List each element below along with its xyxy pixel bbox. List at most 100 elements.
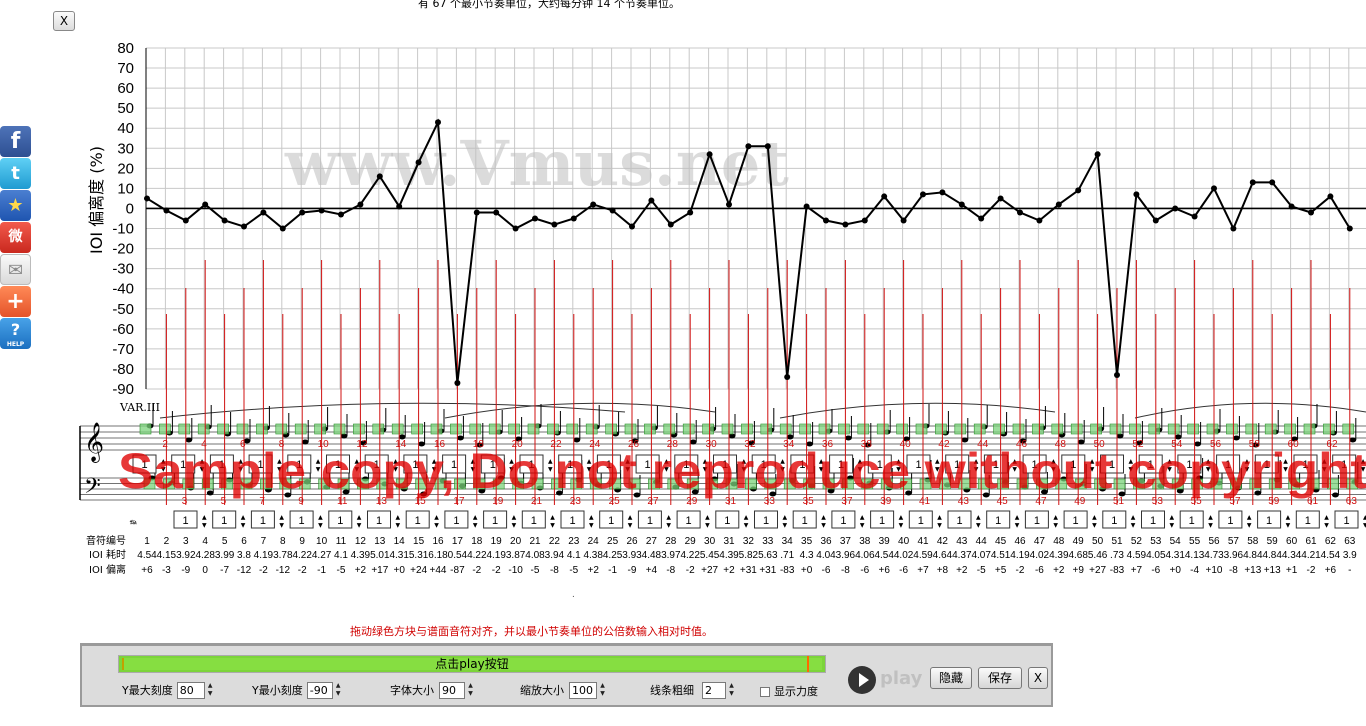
drag-handle (958, 478, 971, 490)
dot-mark: . (572, 589, 575, 600)
panel-close-button[interactable]: X (1028, 667, 1048, 689)
drag-handle (430, 423, 443, 435)
note-head (845, 435, 852, 441)
box-spinner-down: ▼ (241, 522, 246, 529)
note-number: 1 (144, 536, 150, 547)
hide-button[interactable]: 隐藏 (930, 667, 972, 689)
y-min-spinner[interactable]: ▲ ▼ (335, 682, 341, 697)
zoom-spinner[interactable]: ▲ ▼ (600, 682, 605, 697)
play-progress-bar[interactable]: 点击play按钮 (118, 655, 826, 673)
duration-box (132, 454, 157, 474)
ioi-time-value: 5.31 (409, 550, 429, 561)
note-number: 30 (704, 536, 716, 547)
drag-handle (997, 478, 1009, 490)
y-tick-label: 70 (117, 60, 134, 77)
drag-handle (1342, 423, 1355, 435)
y-min-input[interactable]: -90 (306, 682, 333, 699)
box-spinner-down: ▼ (819, 466, 824, 473)
close-top-button[interactable]: X (53, 11, 75, 31)
align-line-number: 6 (240, 439, 246, 450)
duration-value: 1 (260, 515, 266, 527)
zoom-control: 缩放大小 100 ▲ ▼ (520, 682, 607, 699)
line-width-input[interactable]: 2 (702, 682, 726, 699)
facebook-icon[interactable]: f (0, 126, 31, 157)
duration-value: 1 (877, 459, 883, 471)
duration-box (1024, 510, 1049, 529)
zoom-input[interactable]: 100 (569, 682, 597, 699)
ioi-dev-value: +1 (1286, 565, 1298, 576)
data-point (861, 217, 868, 224)
duration-box (870, 510, 895, 529)
help-icon[interactable]: ? HELP (0, 318, 31, 349)
duration-value: 1 (722, 459, 728, 471)
align-line-number: 32 (744, 439, 756, 450)
align-line-number: 5 (221, 496, 227, 507)
duration-value: 1 (492, 515, 498, 527)
drag-handle (201, 478, 214, 490)
drag-handle (1133, 478, 1145, 490)
box-spinner-up: ▲ (396, 514, 401, 521)
y-max-input[interactable]: 80 (176, 682, 205, 699)
duration-box (444, 510, 469, 529)
align-line-number: 38 (861, 439, 873, 450)
ioi-time-value: 5.01 (370, 550, 390, 561)
align-line-number: 54 (1171, 439, 1183, 450)
duration-value: 1 (412, 459, 418, 471)
ioi-dev-value: -2 (298, 565, 307, 576)
note-number: 47 (1034, 536, 1046, 547)
save-button[interactable]: 保存 (978, 667, 1022, 689)
box-spinner-down: ▼ (1245, 466, 1250, 473)
note-number: 46 (1014, 536, 1026, 547)
ioi-time-value: 4.34 (1282, 550, 1302, 561)
box-spinner-down: ▼ (434, 522, 439, 529)
more-plus-icon[interactable]: + (0, 286, 31, 317)
font-size-input[interactable]: 90 (439, 682, 465, 699)
data-point (241, 223, 247, 230)
duration-box (1061, 454, 1086, 474)
note-number: 45 (995, 536, 1007, 547)
ioi-time-value: 5.45 (700, 550, 720, 561)
duration-box (405, 510, 430, 529)
box-spinner-down: ▼ (1129, 466, 1134, 473)
font-size-spinner[interactable]: ▲ ▼ (468, 682, 473, 697)
line-width-spinner[interactable]: ▲ ▼ (729, 682, 734, 697)
drag-handle (527, 423, 540, 435)
play-label[interactable]: play (880, 668, 923, 689)
pedal-mark: 𝆮 (128, 517, 137, 531)
box-spinner-up: ▲ (434, 514, 439, 521)
duration-value: 1 (840, 515, 846, 527)
box-spinner-down: ▼ (705, 522, 710, 529)
box-spinner-up: ▲ (1208, 514, 1213, 521)
note-head (786, 434, 794, 440)
box-spinner-up: ▲ (432, 458, 437, 465)
data-point (221, 217, 228, 224)
box-spinner-down: ▼ (587, 466, 592, 473)
drag-handle (1327, 478, 1339, 490)
note-head (1019, 438, 1027, 444)
twitter-icon[interactable]: t (0, 158, 31, 189)
show-dynamics-checkbox[interactable] (760, 687, 770, 697)
duration-value: 1 (296, 459, 302, 471)
music-score: VAR.III𝄞𝄢𝆮1 ▲▼ 1 ▲▼ 1 ▲▼ 1 ▲▼ 1 ▲▼ 1 ▲▼ 1 ▲▼ 1 ▲▼ 1 ▲▼ 1 ▲▼… (79, 401, 1366, 531)
align-line-number: 24 (589, 439, 601, 450)
favorite-star-icon[interactable]: ★ (0, 190, 31, 221)
play-cursor[interactable] (807, 656, 810, 672)
box-spinner-down: ▼ (742, 466, 747, 473)
align-line-number: 62 (1326, 439, 1338, 450)
weibo-icon[interactable]: 微 (0, 222, 31, 253)
box-spinner-up: ▲ (241, 514, 246, 521)
ioi-time-value: 4.05 (1146, 550, 1166, 561)
copyright-overlay: Sample copy, Do not reproduce without co… (118, 443, 1366, 499)
ioi-time-value: 4.31 (1165, 550, 1185, 561)
mail-icon[interactable]: ✉ (0, 254, 31, 285)
box-spinner-up: ▲ (783, 514, 788, 521)
data-point (667, 221, 674, 228)
data-point (396, 203, 403, 210)
play-button[interactable] (848, 666, 876, 694)
drag-handle (745, 478, 757, 490)
y-max-spinner[interactable]: ▲ ▼ (207, 682, 213, 697)
ioi-time-value: 4.84 (1243, 550, 1263, 561)
box-spinner-down: ▼ (1012, 466, 1017, 473)
drag-handle (663, 423, 676, 435)
